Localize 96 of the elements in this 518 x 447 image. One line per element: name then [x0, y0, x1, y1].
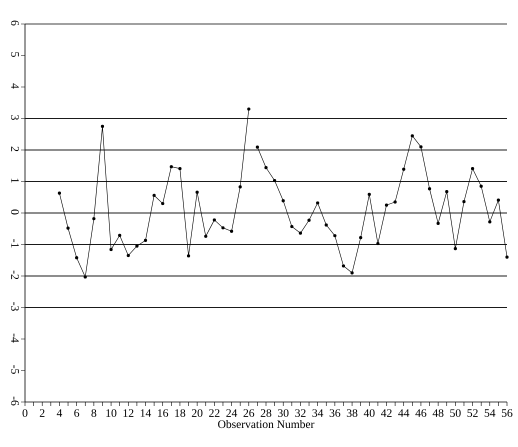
point	[221, 226, 225, 230]
point	[282, 199, 285, 202]
point	[135, 244, 138, 248]
point	[436, 222, 440, 225]
point	[84, 275, 87, 279]
point	[144, 238, 148, 242]
x-tick-label: 12	[124, 409, 134, 417]
point	[342, 264, 346, 268]
x-tick-label: 26	[244, 409, 254, 417]
point	[428, 187, 432, 190]
y-tick-label: 1	[11, 178, 19, 183]
point	[75, 256, 78, 260]
x-tick-label: 28	[260, 409, 272, 417]
point	[359, 236, 362, 240]
point	[316, 201, 320, 205]
x-tick-label: 32	[295, 409, 306, 417]
point	[419, 145, 423, 148]
point	[196, 190, 199, 194]
point	[480, 184, 483, 188]
point	[394, 200, 397, 204]
y-tick-label: -3	[11, 302, 19, 311]
x-tick-label: 36	[330, 409, 340, 417]
x-axis-title: Observation Number	[218, 420, 314, 428]
x-tick-label: 50	[450, 409, 461, 417]
x-tick-label: 46	[415, 409, 426, 417]
x-tick-label: 20	[192, 409, 202, 417]
x-tick-label: 40	[364, 409, 375, 417]
point	[212, 218, 216, 222]
x-tick-label: 44	[398, 409, 410, 417]
point	[454, 246, 457, 250]
x-tick-label: 16	[158, 409, 168, 417]
point	[247, 107, 250, 111]
point	[470, 166, 474, 170]
point	[204, 234, 208, 238]
x-tick-label: 2	[40, 409, 44, 417]
x-tick-label: 34	[312, 409, 324, 417]
y-tick-label: 5	[11, 52, 19, 57]
point	[178, 166, 182, 170]
point	[230, 230, 234, 233]
point	[66, 226, 70, 230]
point	[109, 248, 113, 252]
point	[402, 168, 406, 171]
point	[376, 242, 380, 246]
y-tick-label: 6	[11, 20, 19, 26]
x-tick-label: 6	[74, 409, 80, 417]
x-tick-label: 4	[56, 409, 62, 417]
x-tick-label: 42	[380, 409, 392, 417]
point	[186, 254, 190, 258]
x-tick-label: 38	[346, 409, 358, 417]
point	[496, 198, 500, 202]
x-tick-label: 10	[106, 409, 116, 417]
point	[384, 204, 388, 207]
point	[368, 192, 371, 196]
point	[92, 217, 96, 220]
point	[170, 165, 173, 168]
x-tick-label: 8	[91, 409, 96, 417]
point	[445, 190, 448, 194]
point	[126, 254, 130, 258]
point	[118, 234, 122, 237]
point	[264, 166, 268, 170]
point	[256, 146, 259, 149]
point	[238, 185, 242, 188]
y-tick-label: -4	[11, 334, 19, 343]
point	[488, 220, 492, 224]
point	[410, 134, 414, 138]
x-tick-label: 56	[502, 409, 512, 417]
x-tick-label: 48	[432, 409, 444, 417]
x-tick-label: 30	[278, 409, 289, 417]
x-tick-label: 22	[209, 409, 220, 417]
point	[58, 192, 62, 195]
x-tick-label: 54	[484, 409, 496, 417]
x-tick-label: 14	[140, 409, 152, 417]
y-tick-label: -6	[11, 396, 19, 406]
y-tick-label: 0	[11, 210, 19, 214]
point	[350, 271, 354, 274]
point	[324, 223, 328, 227]
point	[462, 200, 466, 204]
y-tick-label: 4	[11, 83, 19, 89]
point	[273, 178, 276, 182]
x-tick-label: 18	[175, 409, 186, 417]
y-tick-label: -2	[11, 270, 19, 280]
y-tick-label: -5	[11, 365, 19, 374]
x-tick-label: 0	[22, 409, 28, 417]
point	[161, 202, 164, 206]
y-tick-label: 3	[11, 115, 19, 120]
point	[307, 218, 311, 222]
point	[290, 224, 294, 228]
y-tick-label: -1	[11, 239, 19, 248]
point	[152, 194, 156, 197]
y-tick-label: 2	[11, 146, 19, 152]
point	[333, 234, 336, 238]
x-tick-label: 52	[467, 409, 478, 417]
x-tick-label: 24	[226, 409, 238, 417]
point	[100, 124, 104, 128]
point	[505, 255, 509, 259]
point	[298, 232, 302, 235]
